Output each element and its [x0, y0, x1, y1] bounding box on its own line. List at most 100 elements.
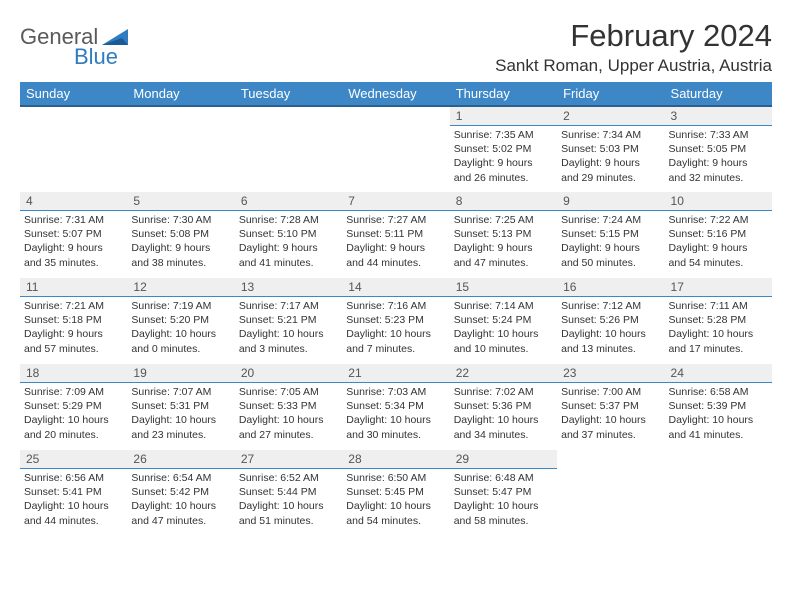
calendar-cell: 26Sunrise: 6:54 AMSunset: 5:42 PMDayligh… [127, 450, 234, 540]
day-header: Saturday [665, 82, 772, 106]
logo: General Blue [20, 18, 132, 50]
sunrise-text: Sunrise: 6:52 AM [239, 471, 338, 485]
sunrise-text: Sunrise: 7:17 AM [239, 299, 338, 313]
daylight-text: and 34 minutes. [454, 428, 553, 442]
sunrise-text: Sunrise: 7:03 AM [346, 385, 445, 399]
daylight-text: Daylight: 9 hours [454, 241, 553, 255]
day-number: 8 [450, 192, 557, 211]
calendar-cell: . [665, 450, 772, 540]
sunset-text: Sunset: 5:11 PM [346, 227, 445, 241]
sunrise-text: Sunrise: 7:05 AM [239, 385, 338, 399]
daylight-text: Daylight: 10 hours [346, 413, 445, 427]
sunset-text: Sunset: 5:34 PM [346, 399, 445, 413]
day-details: Sunrise: 6:48 AMSunset: 5:47 PMDaylight:… [450, 469, 557, 530]
daylight-text: Daylight: 10 hours [239, 327, 338, 341]
calendar-cell: . [127, 106, 234, 192]
title-block: February 2024 Sankt Roman, Upper Austria… [495, 18, 772, 76]
daylight-text: Daylight: 9 hours [239, 241, 338, 255]
calendar-week: 4Sunrise: 7:31 AMSunset: 5:07 PMDaylight… [20, 192, 772, 278]
day-details: Sunrise: 7:07 AMSunset: 5:31 PMDaylight:… [127, 383, 234, 444]
sunrise-text: Sunrise: 6:58 AM [669, 385, 768, 399]
day-details: Sunrise: 7:17 AMSunset: 5:21 PMDaylight:… [235, 297, 342, 358]
day-number: 23 [557, 364, 664, 383]
calendar-week: 11Sunrise: 7:21 AMSunset: 5:18 PMDayligh… [20, 278, 772, 364]
sunset-text: Sunset: 5:44 PM [239, 485, 338, 499]
daylight-text: Daylight: 10 hours [24, 413, 123, 427]
sunset-text: Sunset: 5:41 PM [24, 485, 123, 499]
day-details: Sunrise: 6:52 AMSunset: 5:44 PMDaylight:… [235, 469, 342, 530]
sunrise-text: Sunrise: 7:30 AM [131, 213, 230, 227]
calendar-cell: 3Sunrise: 7:33 AMSunset: 5:05 PMDaylight… [665, 106, 772, 192]
day-details: Sunrise: 7:27 AMSunset: 5:11 PMDaylight:… [342, 211, 449, 272]
sunset-text: Sunset: 5:33 PM [239, 399, 338, 413]
daylight-text: and 10 minutes. [454, 342, 553, 356]
day-header: Monday [127, 82, 234, 106]
calendar-cell: 16Sunrise: 7:12 AMSunset: 5:26 PMDayligh… [557, 278, 664, 364]
sunset-text: Sunset: 5:23 PM [346, 313, 445, 327]
day-details: Sunrise: 7:19 AMSunset: 5:20 PMDaylight:… [127, 297, 234, 358]
daylight-text: and 58 minutes. [454, 514, 553, 528]
sunrise-text: Sunrise: 7:00 AM [561, 385, 660, 399]
calendar-page: General Blue February 2024 Sankt Roman, … [0, 0, 792, 612]
calendar-cell: 2Sunrise: 7:34 AMSunset: 5:03 PMDaylight… [557, 106, 664, 192]
day-details: Sunrise: 7:35 AMSunset: 5:02 PMDaylight:… [450, 126, 557, 187]
daylight-text: Daylight: 10 hours [454, 499, 553, 513]
sunrise-text: Sunrise: 7:02 AM [454, 385, 553, 399]
daylight-text: and 41 minutes. [669, 428, 768, 442]
calendar-cell: 18Sunrise: 7:09 AMSunset: 5:29 PMDayligh… [20, 364, 127, 450]
day-details: Sunrise: 7:16 AMSunset: 5:23 PMDaylight:… [342, 297, 449, 358]
daylight-text: and 35 minutes. [24, 256, 123, 270]
day-number: 17 [665, 278, 772, 297]
daylight-text: and 51 minutes. [239, 514, 338, 528]
sunset-text: Sunset: 5:28 PM [669, 313, 768, 327]
day-details: Sunrise: 7:12 AMSunset: 5:26 PMDaylight:… [557, 297, 664, 358]
sunset-text: Sunset: 5:13 PM [454, 227, 553, 241]
daylight-text: Daylight: 10 hours [131, 413, 230, 427]
calendar-cell: 25Sunrise: 6:56 AMSunset: 5:41 PMDayligh… [20, 450, 127, 540]
day-number: 10 [665, 192, 772, 211]
daylight-text: Daylight: 10 hours [346, 499, 445, 513]
daylight-text: and 37 minutes. [561, 428, 660, 442]
daylight-text: and 3 minutes. [239, 342, 338, 356]
day-number: 29 [450, 450, 557, 469]
day-header: Friday [557, 82, 664, 106]
daylight-text: and 13 minutes. [561, 342, 660, 356]
sunrise-text: Sunrise: 7:12 AM [561, 299, 660, 313]
calendar-cell: 24Sunrise: 6:58 AMSunset: 5:39 PMDayligh… [665, 364, 772, 450]
calendar-cell: 14Sunrise: 7:16 AMSunset: 5:23 PMDayligh… [342, 278, 449, 364]
day-number: 13 [235, 278, 342, 297]
sunrise-text: Sunrise: 7:31 AM [24, 213, 123, 227]
day-details: Sunrise: 7:22 AMSunset: 5:16 PMDaylight:… [665, 211, 772, 272]
calendar-cell: 12Sunrise: 7:19 AMSunset: 5:20 PMDayligh… [127, 278, 234, 364]
calendar-cell: 7Sunrise: 7:27 AMSunset: 5:11 PMDaylight… [342, 192, 449, 278]
calendar-cell: . [557, 450, 664, 540]
location: Sankt Roman, Upper Austria, Austria [495, 56, 772, 76]
sunset-text: Sunset: 5:47 PM [454, 485, 553, 499]
sunrise-text: Sunrise: 6:56 AM [24, 471, 123, 485]
daylight-text: Daylight: 9 hours [561, 156, 660, 170]
daylight-text: and 41 minutes. [239, 256, 338, 270]
daylight-text: Daylight: 10 hours [131, 327, 230, 341]
day-number: 20 [235, 364, 342, 383]
daylight-text: Daylight: 10 hours [24, 499, 123, 513]
sunrise-text: Sunrise: 7:28 AM [239, 213, 338, 227]
calendar-header-row: SundayMondayTuesdayWednesdayThursdayFrid… [20, 82, 772, 106]
daylight-text: and 50 minutes. [561, 256, 660, 270]
calendar-cell: 6Sunrise: 7:28 AMSunset: 5:10 PMDaylight… [235, 192, 342, 278]
daylight-text: and 57 minutes. [24, 342, 123, 356]
daylight-text: and 47 minutes. [454, 256, 553, 270]
daylight-text: Daylight: 9 hours [454, 156, 553, 170]
sunset-text: Sunset: 5:07 PM [24, 227, 123, 241]
day-details: Sunrise: 7:24 AMSunset: 5:15 PMDaylight:… [557, 211, 664, 272]
daylight-text: and 7 minutes. [346, 342, 445, 356]
day-header: Thursday [450, 82, 557, 106]
sunset-text: Sunset: 5:39 PM [669, 399, 768, 413]
calendar-cell: 23Sunrise: 7:00 AMSunset: 5:37 PMDayligh… [557, 364, 664, 450]
daylight-text: and 20 minutes. [24, 428, 123, 442]
daylight-text: Daylight: 10 hours [561, 413, 660, 427]
calendar-cell: 11Sunrise: 7:21 AMSunset: 5:18 PMDayligh… [20, 278, 127, 364]
calendar-cell: 13Sunrise: 7:17 AMSunset: 5:21 PMDayligh… [235, 278, 342, 364]
daylight-text: Daylight: 9 hours [346, 241, 445, 255]
sunset-text: Sunset: 5:29 PM [24, 399, 123, 413]
daylight-text: Daylight: 10 hours [669, 413, 768, 427]
